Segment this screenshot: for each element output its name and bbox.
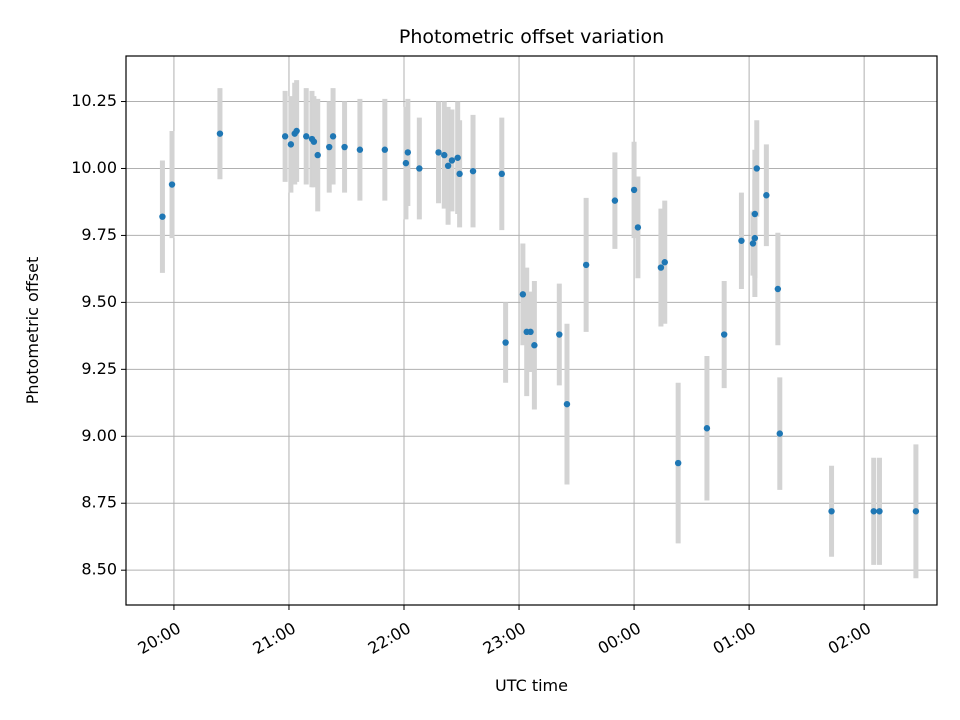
data-point: [661, 259, 668, 266]
data-point: [876, 508, 883, 515]
data-point: [441, 151, 448, 159]
y-tick-label: 8.75: [81, 493, 117, 512]
y-tick-label: 9.50: [81, 292, 117, 311]
y-tick-label: 9.25: [81, 359, 117, 378]
data-point: [287, 141, 295, 148]
data-point: [531, 342, 538, 349]
data-point: [828, 508, 835, 515]
plot-frame: [125, 55, 938, 606]
data-point: [168, 181, 176, 188]
data-point: [435, 149, 442, 156]
data-point: [404, 149, 412, 156]
data-point: [776, 430, 783, 437]
grid: [126, 56, 937, 605]
data-point: [703, 425, 711, 432]
data-point: [519, 291, 527, 298]
data-point: [563, 400, 571, 408]
data-point: [303, 133, 310, 140]
data-point: [326, 143, 333, 151]
y-axis-label: Photometric offset: [23, 257, 42, 405]
data-point: [582, 261, 590, 269]
y-tick-label: 10.00: [71, 158, 117, 177]
data-point: [416, 165, 423, 172]
data-point: [738, 237, 745, 244]
data-point: [159, 213, 166, 220]
data-point: [634, 224, 642, 231]
data-point: [657, 264, 665, 271]
data-point: [310, 138, 318, 145]
data-point: [720, 331, 728, 338]
data-point: [456, 170, 463, 178]
data-point: [281, 133, 289, 140]
data-point: [216, 130, 224, 137]
y-tick-label: 8.50: [81, 560, 117, 579]
data-point: [469, 167, 477, 175]
data-point: [763, 192, 770, 199]
data-point: [630, 186, 638, 194]
y-tick-label: 9.75: [81, 225, 117, 244]
data-point: [912, 508, 920, 515]
chart-title: Photometric offset variation: [399, 26, 664, 48]
data-point: [381, 146, 389, 153]
data-point: [611, 197, 619, 204]
data-point: [753, 165, 760, 172]
data-point: [356, 146, 364, 153]
data-point: [341, 143, 348, 151]
data-point: [448, 157, 456, 164]
data-point: [329, 133, 337, 140]
data-point: [502, 339, 509, 346]
data-point: [498, 170, 505, 178]
data-point: [444, 162, 452, 169]
data-point: [674, 459, 682, 467]
data-point: [293, 127, 300, 135]
data-point: [751, 210, 759, 218]
y-axis-ticks: 8.50 8.75 9.00 9.25 9.50 9.75 10.00 10.25: [71, 91, 126, 579]
y-tick-label: 9.00: [81, 426, 117, 445]
data-points: [159, 127, 920, 515]
data-point: [527, 328, 534, 336]
data-point: [751, 234, 759, 242]
data-point: [454, 154, 461, 161]
y-tick-label: 10.25: [71, 91, 117, 110]
data-point: [749, 240, 757, 247]
data-point: [314, 151, 321, 159]
x-axis-label: UTC time: [495, 676, 568, 695]
data-point: [870, 508, 877, 515]
data-point: [774, 285, 782, 293]
data-point: [556, 331, 563, 338]
data-point: [402, 159, 410, 167]
